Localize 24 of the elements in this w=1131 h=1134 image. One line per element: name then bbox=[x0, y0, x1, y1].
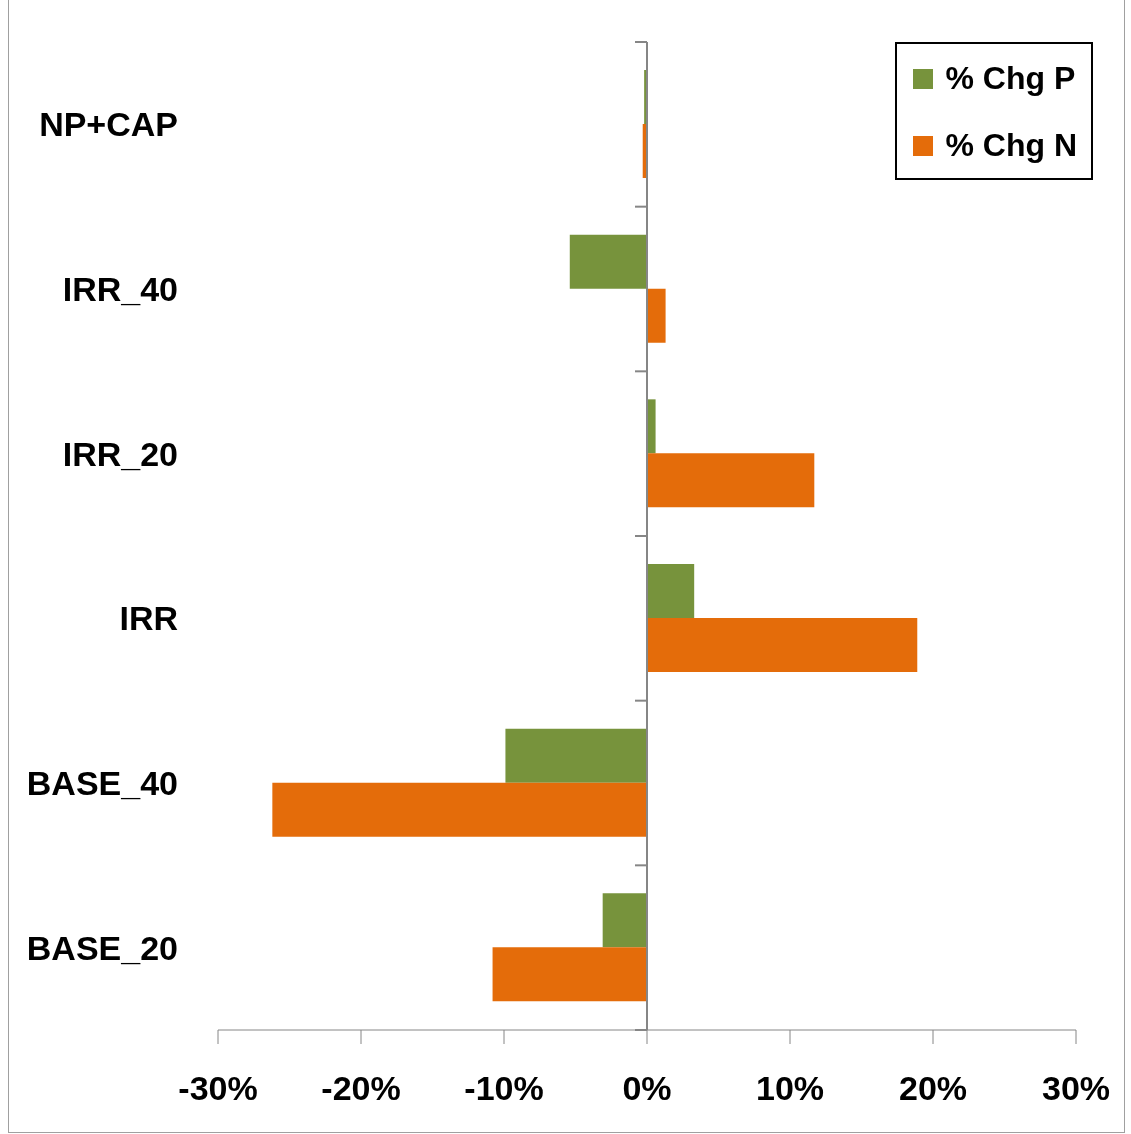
y-tick-label: IRR_20 bbox=[62, 434, 178, 473]
x-tick-label: 20% bbox=[898, 1069, 968, 1108]
y-tick-label: BASE_40 bbox=[26, 764, 178, 802]
legend-label: % Chg P bbox=[945, 60, 1076, 97]
bar bbox=[647, 618, 918, 672]
bar bbox=[647, 288, 666, 343]
x-tick-label: 0% bbox=[622, 1069, 672, 1108]
legend-label: % Chg N bbox=[945, 127, 1077, 164]
bar bbox=[505, 728, 647, 783]
bar bbox=[647, 564, 695, 618]
bar bbox=[272, 782, 647, 837]
x-tick-label: 10% bbox=[755, 1069, 825, 1108]
bar bbox=[569, 234, 647, 289]
x-tick-label: 30% bbox=[1041, 1069, 1111, 1108]
y-tick-label: NP+CAP bbox=[39, 105, 178, 144]
bar bbox=[647, 453, 815, 508]
bar bbox=[602, 893, 647, 948]
y-tick-label: BASE_20 bbox=[26, 928, 178, 967]
x-tick-label: -10% bbox=[464, 1069, 544, 1108]
y-tick-label: IRR_40 bbox=[62, 270, 178, 308]
y-tick-label: IRR bbox=[119, 599, 178, 638]
x-tick-label: -30% bbox=[178, 1069, 258, 1108]
bar bbox=[492, 947, 647, 1002]
x-tick-label: -20% bbox=[321, 1069, 401, 1108]
